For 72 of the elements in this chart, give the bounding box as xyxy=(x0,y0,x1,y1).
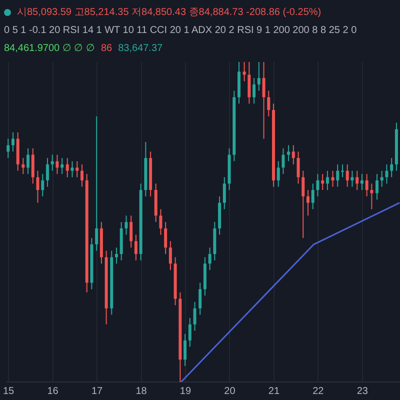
candlestick xyxy=(50,154,54,172)
candlestick xyxy=(159,208,162,236)
candlestick xyxy=(222,176,226,210)
candlestick xyxy=(252,78,256,104)
candlestick xyxy=(184,334,187,366)
candlestick xyxy=(193,302,196,332)
candlestick xyxy=(321,174,324,190)
candlestick xyxy=(134,234,138,261)
x-tick-label: 19 xyxy=(180,386,192,397)
x-tick-label: 22 xyxy=(312,386,324,397)
candlestick xyxy=(168,240,172,270)
text: 86 xyxy=(100,43,112,54)
candlestick xyxy=(296,151,300,184)
candlestick xyxy=(390,158,394,178)
text: 시85,093.59 고85,214.35 저84,850.43 종84,884.73 -208.86 (-0.25%) xyxy=(17,7,322,18)
x-tick-label: 16 xyxy=(47,386,59,397)
candlestick xyxy=(380,170,384,188)
candlestick xyxy=(6,138,10,158)
text: 83,647.37 xyxy=(118,43,163,54)
candlestick xyxy=(70,160,74,178)
candlestick xyxy=(326,170,329,190)
candlestick xyxy=(376,174,378,200)
candlestick xyxy=(164,222,168,254)
candlestick xyxy=(262,62,266,140)
candlestick xyxy=(360,174,364,190)
candlestick xyxy=(56,154,59,174)
candlestick xyxy=(267,90,270,117)
candlestick xyxy=(356,170,359,190)
candlestick xyxy=(41,174,44,197)
candlestick xyxy=(76,160,79,178)
candlestick xyxy=(22,158,25,174)
candlestick xyxy=(311,183,314,210)
candlestick xyxy=(341,164,344,178)
candlestick xyxy=(31,148,34,184)
candlestick xyxy=(60,158,64,174)
candlestick xyxy=(336,164,340,188)
candlestick xyxy=(292,144,295,165)
candlestick xyxy=(46,158,49,188)
candlestick xyxy=(130,215,133,248)
candlestick xyxy=(242,62,246,82)
x-tick-label: 15 xyxy=(3,386,15,397)
candlestick xyxy=(302,170,305,238)
candlestick xyxy=(282,148,285,174)
x-tick-label: 23 xyxy=(356,386,368,397)
candlestick xyxy=(80,164,84,188)
candlestick xyxy=(346,164,349,188)
x-tick-label: 21 xyxy=(268,386,280,397)
candlestick xyxy=(385,164,388,184)
candlestick xyxy=(208,247,212,270)
candlestick xyxy=(276,160,280,188)
text: 84,461.9700 ∅ ∅ ∅ xyxy=(4,43,95,54)
candlestick xyxy=(11,132,14,152)
candlestick xyxy=(306,190,310,216)
candlestick xyxy=(365,174,368,197)
candlestick xyxy=(331,170,334,188)
x-tick-label: 17 xyxy=(91,386,104,397)
candlestick xyxy=(370,183,374,210)
candlestick xyxy=(66,158,69,178)
candlestick xyxy=(287,144,290,162)
text: 0 5 1 -0.1 20 RSI 14 1 WT 10 11 CCI 20 1 ADX 20 2 RSI 9 1 200 200 8 8 25 2 0 xyxy=(4,25,357,36)
candlestick xyxy=(257,62,260,92)
candlestick xyxy=(124,215,128,236)
candlestick xyxy=(350,170,354,188)
candlestick xyxy=(248,62,251,104)
candlestick xyxy=(188,318,192,348)
x-tick-label: 20 xyxy=(224,386,236,397)
candlestick xyxy=(36,170,40,204)
candlestick xyxy=(114,247,118,264)
candlestick xyxy=(316,174,320,197)
candlestick xyxy=(198,282,202,316)
x-tick-label: 18 xyxy=(136,386,148,397)
candlestick xyxy=(26,148,30,174)
